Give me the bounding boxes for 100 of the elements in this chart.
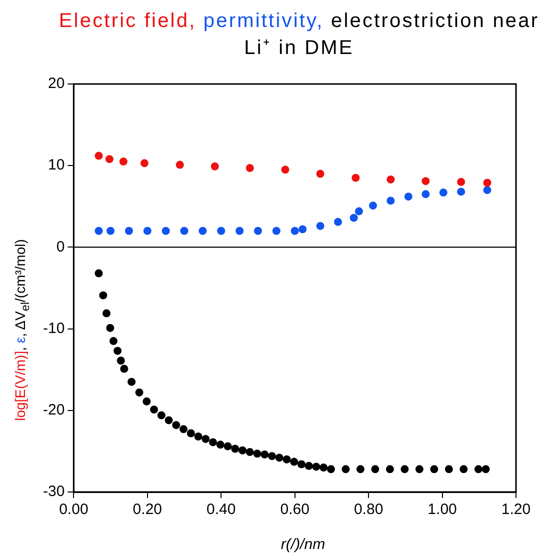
point bbox=[260, 450, 269, 458]
point bbox=[94, 226, 103, 235]
y-tick-label: 10 bbox=[48, 156, 65, 174]
point bbox=[290, 226, 299, 235]
point bbox=[164, 416, 173, 424]
point bbox=[150, 406, 158, 414]
x-tick-label: 0.20 bbox=[132, 501, 162, 518]
point bbox=[371, 465, 380, 474]
point bbox=[114, 346, 122, 355]
point bbox=[176, 160, 184, 169]
point bbox=[253, 450, 262, 458]
x-tick-label: 0.80 bbox=[354, 501, 384, 518]
point bbox=[457, 188, 466, 196]
x-tick-label: 0.00 bbox=[59, 501, 88, 518]
point bbox=[281, 166, 290, 174]
point bbox=[120, 364, 128, 373]
point bbox=[143, 226, 152, 235]
point bbox=[142, 397, 151, 406]
point bbox=[474, 465, 482, 474]
point bbox=[224, 442, 232, 450]
point bbox=[439, 188, 448, 197]
point bbox=[386, 175, 395, 184]
point bbox=[254, 226, 262, 235]
point bbox=[404, 192, 412, 201]
x-tick-label: 1.00 bbox=[428, 501, 457, 518]
point bbox=[352, 174, 360, 182]
point bbox=[231, 444, 240, 453]
point bbox=[444, 465, 453, 474]
point bbox=[272, 226, 280, 235]
point bbox=[246, 164, 254, 172]
y-tick-label: -10 bbox=[42, 320, 65, 337]
point bbox=[209, 438, 218, 446]
point bbox=[246, 448, 254, 456]
point bbox=[282, 455, 291, 464]
y-tick-label: -20 bbox=[42, 402, 65, 419]
y-tick-label: 0 bbox=[56, 238, 65, 256]
point bbox=[116, 356, 125, 365]
point bbox=[430, 465, 438, 474]
point bbox=[350, 214, 358, 222]
point bbox=[99, 291, 108, 300]
x-tick-label: 1.20 bbox=[501, 501, 531, 518]
point bbox=[400, 465, 409, 474]
point bbox=[157, 411, 166, 420]
point bbox=[135, 388, 144, 396]
point bbox=[460, 465, 468, 474]
point bbox=[354, 207, 363, 216]
point bbox=[236, 226, 244, 235]
point bbox=[312, 462, 320, 471]
point bbox=[316, 222, 324, 230]
point bbox=[415, 465, 424, 474]
point bbox=[128, 378, 136, 386]
point bbox=[217, 226, 226, 235]
point bbox=[202, 434, 210, 443]
point bbox=[162, 226, 170, 235]
point bbox=[106, 226, 115, 235]
point bbox=[298, 225, 307, 234]
chart-title: Electric field, permittivity, electrostriction near Li⁺ in DME bbox=[58, 10, 540, 59]
point bbox=[124, 226, 133, 235]
y-tick-label: -30 bbox=[42, 483, 65, 500]
point bbox=[109, 337, 118, 346]
point bbox=[119, 158, 128, 166]
x-tick-label: 0.40 bbox=[206, 501, 236, 518]
point bbox=[180, 226, 188, 235]
point bbox=[105, 155, 114, 164]
point bbox=[94, 152, 103, 160]
point bbox=[326, 465, 335, 474]
point bbox=[106, 324, 114, 332]
point bbox=[342, 465, 350, 474]
point bbox=[94, 269, 103, 278]
point bbox=[290, 458, 298, 466]
point bbox=[457, 178, 466, 186]
point bbox=[186, 429, 195, 438]
point bbox=[238, 446, 246, 454]
point bbox=[140, 159, 148, 168]
point bbox=[482, 465, 490, 474]
point bbox=[210, 162, 219, 170]
point bbox=[368, 202, 377, 210]
point bbox=[172, 421, 180, 430]
point bbox=[304, 462, 313, 470]
point bbox=[386, 465, 394, 474]
point bbox=[180, 425, 188, 434]
x-tick-label: 0.60 bbox=[280, 501, 310, 518]
x-axis-title: r(/)/nm bbox=[280, 536, 326, 553]
point bbox=[422, 177, 430, 186]
point bbox=[483, 178, 492, 187]
point bbox=[102, 309, 110, 318]
point bbox=[356, 465, 364, 474]
point bbox=[334, 218, 342, 226]
y-tick-label: 20 bbox=[48, 75, 65, 92]
point bbox=[297, 460, 306, 468]
point bbox=[422, 190, 430, 198]
point bbox=[386, 196, 395, 205]
point bbox=[268, 452, 276, 460]
point bbox=[198, 226, 207, 235]
point bbox=[216, 440, 224, 449]
point bbox=[483, 186, 492, 194]
point bbox=[194, 432, 202, 441]
point bbox=[316, 170, 324, 178]
point bbox=[320, 464, 328, 472]
point bbox=[275, 454, 284, 462]
